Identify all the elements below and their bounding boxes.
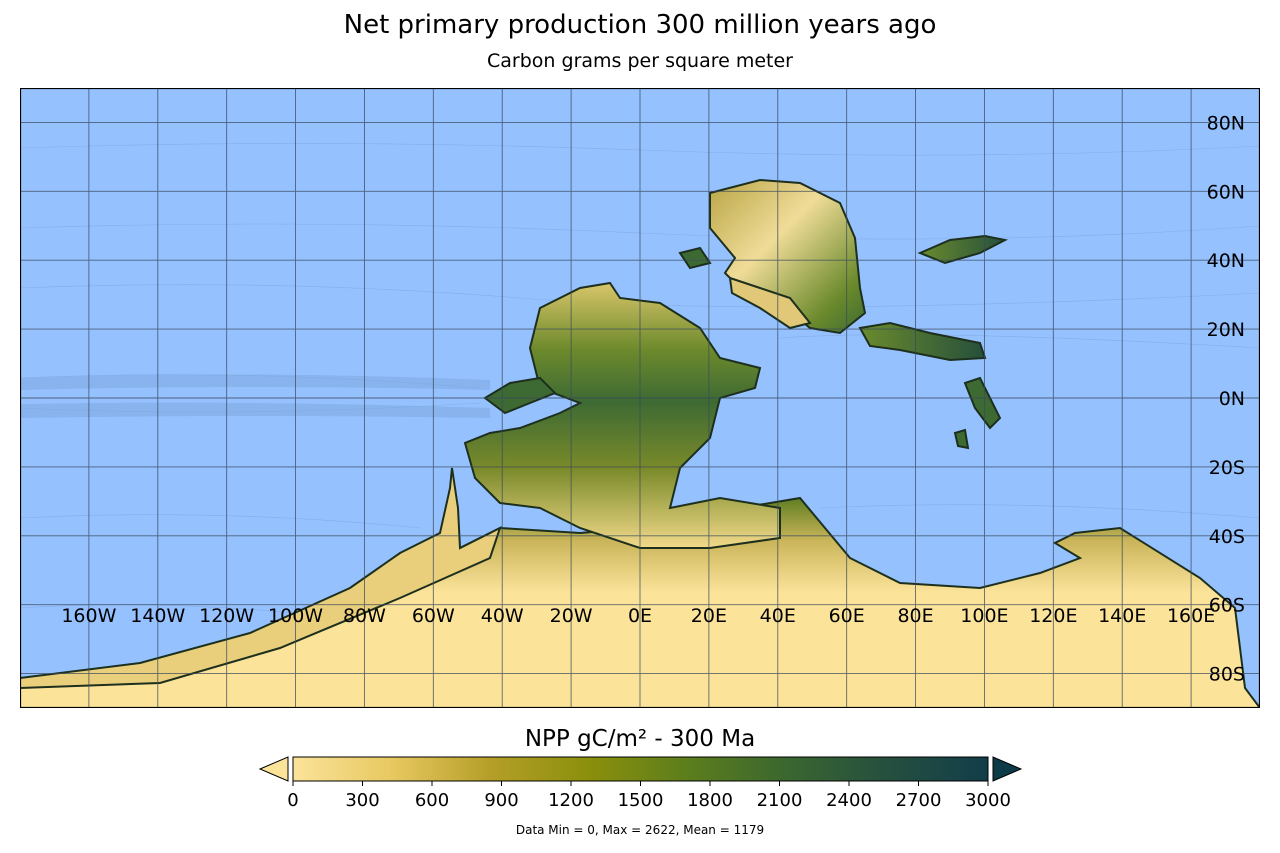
lon-label: 100W — [268, 605, 323, 627]
colorbar: 0 300 600 900 1200 1500 1800 2100 2400 2700 3000 — [258, 756, 1023, 811]
colorbar-tick-label: 1500 — [618, 790, 664, 811]
colorbar-tick-label: 0 — [287, 790, 298, 811]
equatorial-bands — [20, 374, 490, 418]
lat-label: 60S — [1209, 595, 1245, 617]
island-east — [858, 321, 987, 362]
lon-label: 100E — [960, 605, 1008, 627]
lon-label: 140W — [130, 605, 185, 627]
island-small-2 — [678, 246, 712, 270]
lon-label: 60W — [412, 605, 455, 627]
lon-label: 20E — [691, 605, 727, 627]
data-stats: Data Min = 0, Max = 2622, Mean = 1179 — [515, 823, 765, 837]
lon-label: 0E — [628, 605, 652, 627]
colorbar-tick-label: 2700 — [896, 790, 942, 811]
lon-label: 140E — [1098, 605, 1146, 627]
map-title: Net primary production 300 million years… — [343, 10, 937, 40]
graticule — [20, 88, 1260, 708]
lat-label: 20N — [1207, 319, 1245, 341]
colorbar-tick-label: 2100 — [757, 790, 803, 811]
lat-label: 80N — [1207, 112, 1245, 134]
colorbar-gradient — [292, 756, 989, 782]
colorbar-tick-label: 600 — [415, 790, 449, 811]
longitude-labels: 160W 140W 120W 100W 80W 60W 40W 20W 0E 20E 40E 60E 8… — [61, 605, 1215, 627]
lon-label: 160W — [61, 605, 116, 627]
colorbar-tick-label: 300 — [345, 790, 379, 811]
colorbar-tick-label: 3000 — [965, 790, 1011, 811]
map-border — [20, 88, 1260, 708]
lat-label: 0N — [1219, 388, 1245, 410]
island-small-3 — [953, 428, 970, 450]
landmass-north — [709, 178, 867, 335]
lon-label: 80W — [343, 605, 386, 627]
landmass-pangea-central — [463, 281, 781, 549]
lat-label: 20S — [1209, 457, 1245, 479]
colorbar-max-extend — [992, 756, 1023, 782]
lat-label: 40S — [1209, 526, 1245, 548]
colorbar-tick-label: 1200 — [548, 790, 594, 811]
lat-label: 60N — [1207, 181, 1245, 203]
lon-label: 120W — [199, 605, 254, 627]
lon-label: 80E — [897, 605, 933, 627]
lon-label: 40E — [760, 605, 796, 627]
colorbar-tick-label: 2400 — [826, 790, 872, 811]
lon-label: 60E — [829, 605, 865, 627]
colorbar-tick-label: 900 — [484, 790, 518, 811]
island-small-1 — [963, 376, 1002, 430]
island-ne — [917, 234, 1008, 265]
landmass-sw-arm — [20, 467, 502, 690]
lon-label: 120E — [1029, 605, 1077, 627]
npp-map: 160W 140W 120W 100W 80W 60W 40W 20W 0E 20E 40E 60E 8… — [20, 88, 1260, 708]
lat-label: 40N — [1207, 250, 1245, 272]
colorbar-tick-label: 1800 — [687, 790, 733, 811]
colorbar-title: NPP gC/m² - 300 Ma — [524, 726, 756, 752]
colorbar-ticks: 0 300 600 900 1200 1500 1800 2100 2400 2700 3000 — [287, 781, 1011, 811]
lat-label: 80S — [1209, 664, 1245, 686]
landmass-north-lobe — [728, 276, 812, 330]
lon-label: 20W — [550, 605, 593, 627]
latitude-labels: 80N 60N 40N 20N 0N 20S 40S 60S 80S — [1207, 112, 1245, 685]
lon-label: 40W — [481, 605, 524, 627]
lon-label: 160E — [1167, 605, 1215, 627]
colorbar-min-extend — [258, 756, 289, 782]
map-subtitle: Carbon grams per square meter — [487, 50, 793, 72]
